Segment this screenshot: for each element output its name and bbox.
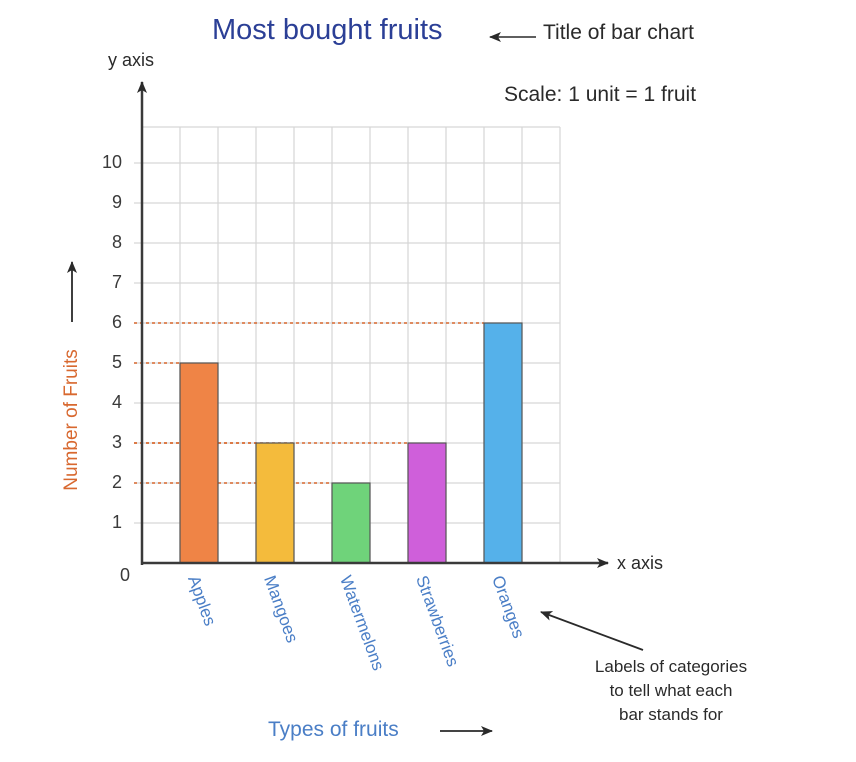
y-tick-label: 2: [111, 472, 122, 492]
annotation-line: Labels of categories: [594, 657, 748, 676]
y-tick-label: 7: [111, 272, 122, 292]
category-annotation: Labels of categories to tell what each b…: [566, 655, 776, 727]
annotation-line: bar stands for: [619, 705, 723, 724]
scale-note: Scale: 1 unit = 1 fruit: [504, 83, 697, 106]
chart-title: Most bought fruits: [212, 14, 443, 46]
bar-strawberries: [407, 442, 447, 564]
annotation-arrow-icon: [540, 611, 644, 651]
bar-oranges: [483, 322, 523, 564]
title-annotation: Title of bar chart: [543, 21, 694, 44]
axes: [67, 32, 644, 736]
y-axis-name: y axis: [108, 50, 155, 70]
bar-mangoes: [255, 442, 295, 564]
x-axis-name: x axis: [617, 553, 664, 573]
y-tick-label: 8: [111, 232, 122, 252]
y-tick-label: 4: [111, 392, 122, 412]
y-tick-label: 6: [111, 312, 122, 332]
y-tick-label: 0: [119, 565, 130, 585]
bars: [179, 322, 523, 564]
x-axis-title: Types of fruits: [268, 718, 399, 741]
y-tick-label: 1: [111, 512, 122, 532]
y-tick-label: 10: [101, 152, 122, 172]
y-tick-label: 9: [111, 192, 122, 212]
bar-apples: [179, 362, 219, 564]
bar-watermelons: [331, 482, 371, 564]
y-tick-label: 5: [111, 352, 122, 372]
annotation-line: to tell what each: [609, 681, 733, 700]
y-tick-label: 3: [111, 432, 122, 452]
